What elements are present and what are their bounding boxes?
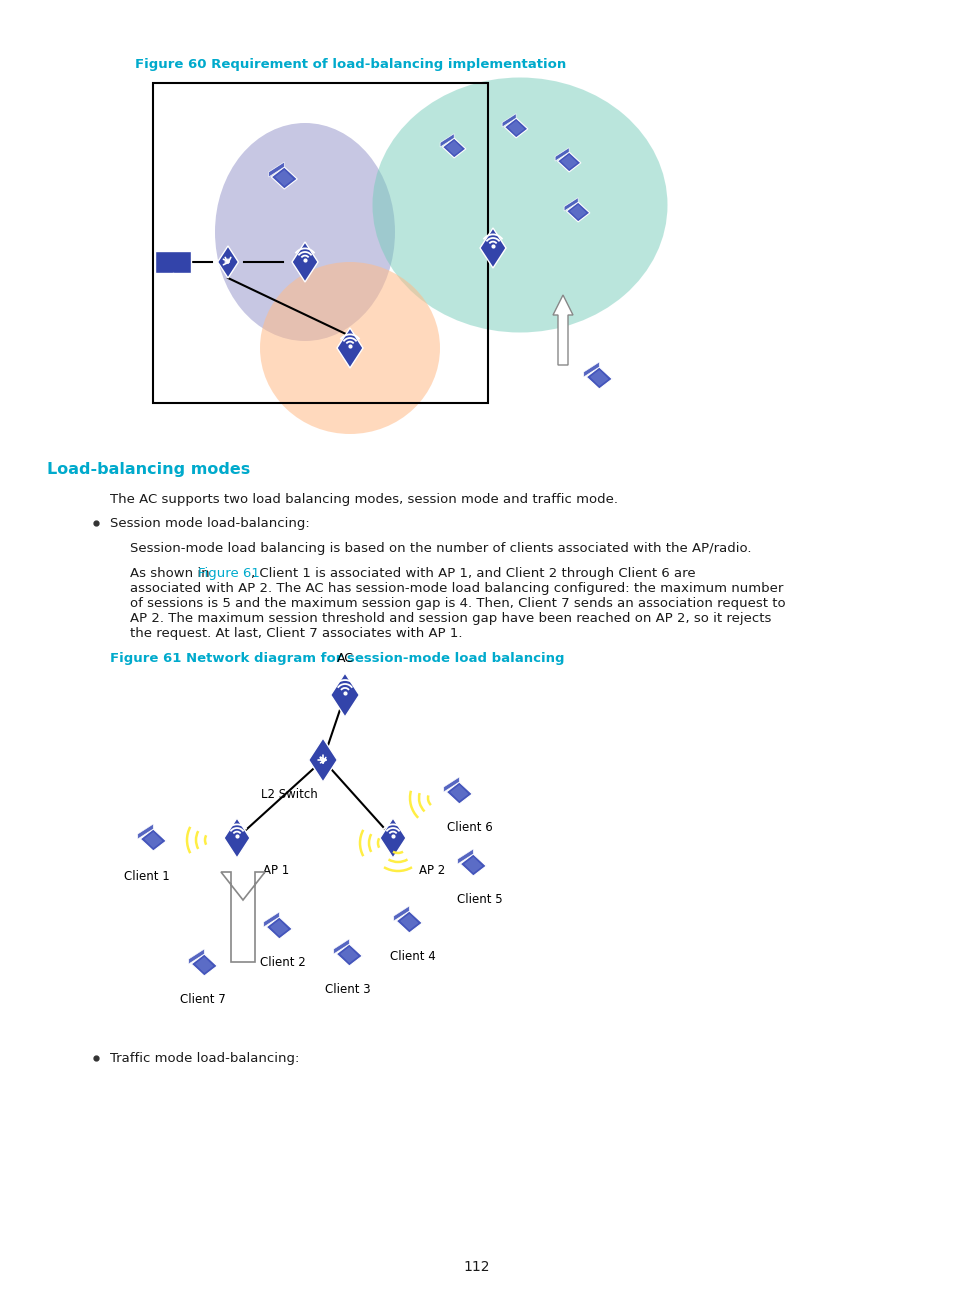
Polygon shape: [583, 362, 598, 377]
Polygon shape: [189, 949, 204, 964]
Text: Figure 61 Network diagram for session-mode load balancing: Figure 61 Network diagram for session-mo…: [110, 652, 564, 665]
Polygon shape: [140, 829, 166, 851]
Polygon shape: [221, 872, 265, 962]
Text: Client 4: Client 4: [390, 950, 436, 963]
Polygon shape: [569, 205, 586, 219]
Polygon shape: [266, 918, 292, 940]
Polygon shape: [563, 197, 578, 211]
Text: L2 Switch: L2 Switch: [261, 788, 317, 801]
Polygon shape: [274, 170, 294, 187]
Text: Client 5: Client 5: [456, 893, 502, 906]
Polygon shape: [137, 824, 153, 839]
Text: Client 7: Client 7: [180, 993, 226, 1006]
Text: Load-balancing modes: Load-balancing modes: [47, 461, 250, 477]
Text: associated with AP 2. The AC has session-mode load balancing configured: the max: associated with AP 2. The AC has session…: [130, 582, 782, 595]
Bar: [152, 83, 488, 403]
Polygon shape: [379, 818, 406, 858]
Text: Client 3: Client 3: [325, 982, 371, 997]
Text: AC: AC: [336, 652, 354, 665]
Text: of sessions is 5 and the maximum session gap is 4. Then, Client 7 sends an assoc: of sessions is 5 and the maximum session…: [130, 597, 785, 610]
Bar: [155, 251, 191, 273]
Polygon shape: [446, 781, 472, 804]
Text: Session mode load-balancing:: Session mode load-balancing:: [110, 517, 310, 530]
Polygon shape: [560, 154, 577, 170]
Polygon shape: [504, 118, 527, 137]
Polygon shape: [334, 940, 349, 954]
Polygon shape: [459, 854, 486, 876]
Polygon shape: [439, 133, 454, 148]
Polygon shape: [443, 778, 458, 792]
Polygon shape: [553, 295, 573, 365]
Text: As shown in: As shown in: [130, 568, 213, 581]
Ellipse shape: [260, 262, 439, 434]
Text: The AC supports two load balancing modes, session mode and traffic mode.: The AC supports two load balancing modes…: [110, 492, 618, 505]
Text: AP 1: AP 1: [263, 864, 289, 877]
Text: , Client 1 is associated with AP 1, and Client 2 through Client 6 are: , Client 1 is associated with AP 1, and …: [251, 568, 695, 581]
Polygon shape: [479, 228, 505, 268]
Ellipse shape: [372, 78, 667, 333]
Polygon shape: [270, 920, 288, 936]
Text: Client 1: Client 1: [124, 870, 170, 883]
Polygon shape: [399, 914, 418, 931]
Text: Figure 61: Figure 61: [198, 568, 259, 581]
Polygon shape: [586, 367, 612, 389]
Polygon shape: [507, 121, 524, 135]
Polygon shape: [263, 912, 279, 927]
Text: the request. At last, Client 7 associates with AP 1.: the request. At last, Client 7 associate…: [130, 627, 462, 640]
Polygon shape: [192, 954, 217, 976]
Polygon shape: [336, 328, 363, 368]
Polygon shape: [555, 148, 569, 161]
Polygon shape: [442, 139, 465, 158]
Polygon shape: [457, 849, 473, 864]
Polygon shape: [464, 857, 482, 874]
Polygon shape: [395, 911, 422, 933]
Polygon shape: [195, 956, 213, 973]
Polygon shape: [269, 162, 284, 178]
Ellipse shape: [214, 123, 395, 341]
Text: Traffic mode load-balancing:: Traffic mode load-balancing:: [110, 1052, 299, 1065]
Polygon shape: [450, 785, 468, 801]
Polygon shape: [557, 152, 580, 172]
Text: Client 2: Client 2: [260, 956, 306, 969]
Polygon shape: [394, 906, 409, 921]
Polygon shape: [590, 369, 608, 386]
Polygon shape: [340, 947, 358, 963]
Polygon shape: [217, 246, 238, 279]
Polygon shape: [501, 114, 516, 127]
Polygon shape: [566, 202, 589, 222]
Text: Session-mode load balancing is based on the number of clients associated with th: Session-mode load balancing is based on …: [130, 542, 751, 555]
Polygon shape: [309, 737, 337, 781]
Polygon shape: [271, 167, 297, 189]
Text: Client 6: Client 6: [447, 820, 493, 835]
Polygon shape: [331, 673, 359, 717]
Polygon shape: [144, 832, 162, 848]
Polygon shape: [336, 943, 362, 966]
Text: 112: 112: [463, 1260, 490, 1274]
Polygon shape: [224, 818, 250, 858]
Text: AP 2: AP 2: [418, 864, 445, 877]
Text: Figure 60 Requirement of load-balancing implementation: Figure 60 Requirement of load-balancing …: [135, 58, 566, 71]
Polygon shape: [445, 141, 462, 156]
Text: AP 2. The maximum session threshold and session gap have been reached on AP 2, s: AP 2. The maximum session threshold and …: [130, 612, 771, 625]
Polygon shape: [292, 242, 317, 283]
